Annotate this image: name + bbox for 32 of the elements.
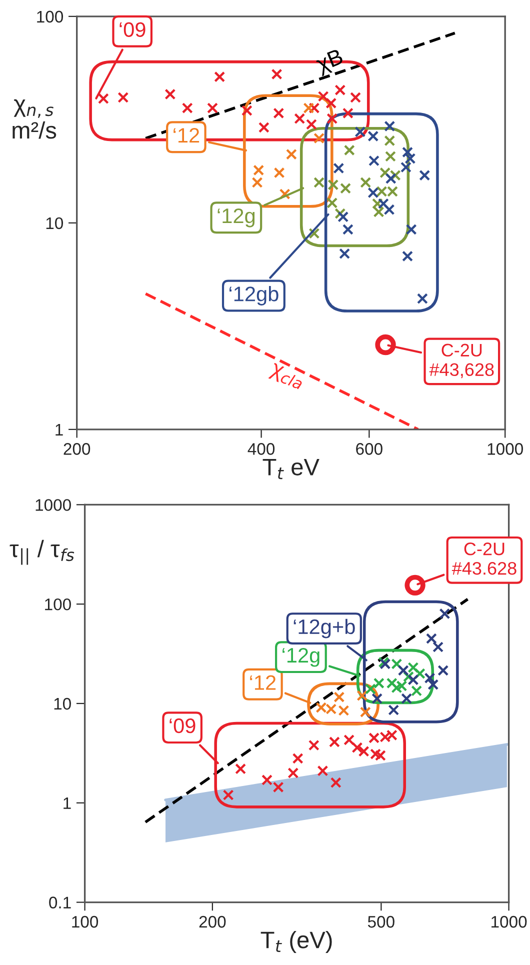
text: χB	[314, 48, 346, 76]
x-tick-label: 500	[368, 916, 394, 928]
x-tick-label: 200	[199, 916, 226, 928]
x-tick-label: 100	[72, 916, 98, 928]
y-axis-title: χ$_{n,s}$ m²/s	[12, 99, 56, 139]
y-tick-label: 100	[45, 598, 71, 610]
text: ‘12gb	[230, 286, 278, 306]
x-axis-title: T$_{t}$ (eV)	[260, 931, 332, 954]
x-tick-label: 1000	[492, 916, 527, 928]
series-label: ‘12g+b	[294, 618, 355, 638]
series-label: C-2U #43.628	[452, 542, 516, 575]
text: ‘12	[174, 128, 200, 143]
y-tick-label: 100	[37, 10, 64, 23]
y-tick-label: 10	[46, 217, 64, 230]
legend-label: C-2U #43,628	[429, 344, 494, 378]
x-tick-label: 200	[64, 443, 90, 455]
x-tick-label: 600	[356, 443, 382, 455]
y-tick-label: 0.1	[49, 896, 71, 908]
legend-label: ‘12g	[282, 648, 320, 667]
y-axis-title: τ$_{||}$ / τ$_{fs}$	[10, 540, 74, 565]
text: ‘12g	[218, 208, 255, 228]
y-tick-label: 1000	[36, 499, 71, 511]
text: ‘09	[170, 718, 196, 734]
y-tick-label: 1	[64, 797, 71, 809]
y-tick-label: 1	[56, 424, 63, 436]
x-tick-label: 1000	[488, 443, 523, 455]
text: ‘12	[250, 675, 276, 690]
text: χ$_{cla}$	[268, 362, 306, 390]
text: ‘09	[120, 22, 146, 37]
x-axis-title: T$_{t}$ eV	[262, 458, 320, 480]
x-tick-label: 400	[248, 443, 275, 455]
y-tick-label: 10	[54, 698, 71, 710]
